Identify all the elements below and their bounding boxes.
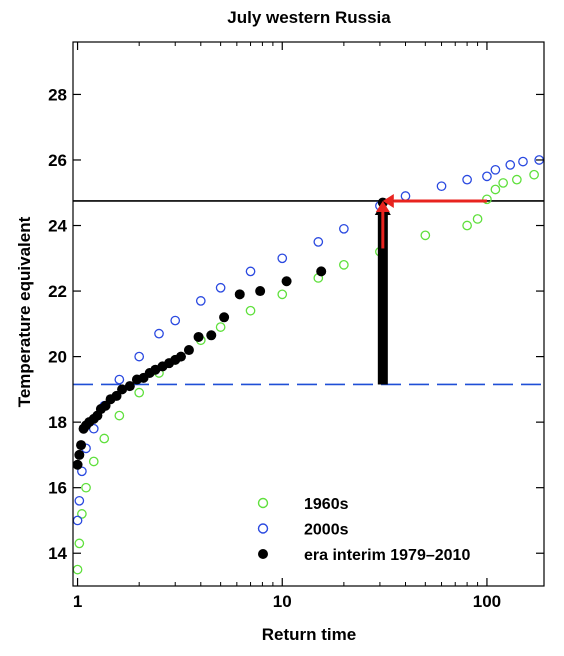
data-point xyxy=(482,171,492,182)
legend-marker xyxy=(257,497,269,509)
y-axis-label: Temperature equivalent xyxy=(15,216,34,407)
data-point xyxy=(511,174,522,185)
data-point xyxy=(154,328,164,339)
data-point xyxy=(215,282,226,293)
x-axis-label: Return time xyxy=(262,625,356,644)
data-point xyxy=(281,276,292,287)
y-tick-label: 14 xyxy=(48,544,67,563)
data-point xyxy=(277,289,288,300)
data-point xyxy=(193,331,204,342)
data-point xyxy=(111,390,122,401)
data-point xyxy=(529,169,539,180)
data-point xyxy=(316,266,327,277)
data-point xyxy=(462,220,472,231)
data-point xyxy=(195,296,206,306)
data-point xyxy=(72,515,83,526)
legend-label: 2000s xyxy=(304,522,349,539)
data-point xyxy=(74,449,85,460)
x-tick-label: 100 xyxy=(473,592,501,611)
data-point xyxy=(99,433,110,444)
data-point xyxy=(313,237,324,247)
legend-marker xyxy=(258,549,268,559)
axes: 1 10 100 14 16 18 20 22 24 26 28 xyxy=(48,42,544,611)
data-point xyxy=(114,410,125,421)
series-0 xyxy=(72,169,539,575)
data-point xyxy=(183,345,194,356)
data-point xyxy=(505,160,516,170)
data-point xyxy=(219,312,230,323)
data-point xyxy=(436,181,447,192)
x-tick-label: 1 xyxy=(73,592,82,611)
data-point xyxy=(74,495,85,506)
data-point xyxy=(234,289,245,300)
y-tick-label: 28 xyxy=(48,85,67,104)
y-tick-label: 24 xyxy=(48,217,67,236)
data-point xyxy=(81,482,91,493)
plot-area xyxy=(72,155,545,575)
arrow-head xyxy=(382,193,394,208)
data-point xyxy=(482,194,492,205)
data-point xyxy=(76,440,87,451)
data-point xyxy=(518,156,528,167)
x-tick-label: 10 xyxy=(273,592,292,611)
data-point xyxy=(72,564,83,575)
data-point xyxy=(175,351,186,362)
data-point xyxy=(114,374,125,385)
series-1 xyxy=(72,155,545,526)
data-point xyxy=(498,178,508,188)
data-point xyxy=(206,330,217,341)
y-tick-label: 18 xyxy=(48,413,67,432)
y-tick-label: 26 xyxy=(48,151,67,170)
arrow-head xyxy=(375,200,390,212)
data-point xyxy=(420,230,431,241)
data-point xyxy=(490,164,501,175)
legend-marker xyxy=(257,523,269,534)
data-point xyxy=(245,305,256,316)
chart-title: July western Russia xyxy=(227,8,391,27)
data-point xyxy=(88,456,99,467)
data-point xyxy=(277,253,288,264)
y-tick-label: 16 xyxy=(48,479,67,498)
data-point xyxy=(134,351,145,362)
data-point xyxy=(255,286,266,297)
data-point xyxy=(245,266,256,277)
data-point xyxy=(215,322,226,332)
legend: 1960s 2000s era interim 1979–2010 xyxy=(257,496,470,564)
data-point xyxy=(72,459,83,470)
data-point xyxy=(400,191,411,201)
data-point xyxy=(117,384,128,395)
data-point xyxy=(74,538,85,549)
y-tick-label: 22 xyxy=(48,282,67,301)
series-2 xyxy=(72,197,388,470)
plot-frame xyxy=(72,41,545,587)
data-point xyxy=(124,381,135,392)
data-point xyxy=(339,223,349,234)
data-point xyxy=(490,184,501,195)
data-point xyxy=(462,174,472,185)
legend-label: 1960s xyxy=(304,496,349,513)
data-point xyxy=(339,259,349,270)
data-point xyxy=(170,315,181,326)
data-point xyxy=(77,509,87,519)
data-point xyxy=(134,387,145,398)
data-point xyxy=(472,214,483,224)
y-tick-label: 20 xyxy=(48,348,67,367)
legend-label: era interim 1979–2010 xyxy=(304,547,470,564)
